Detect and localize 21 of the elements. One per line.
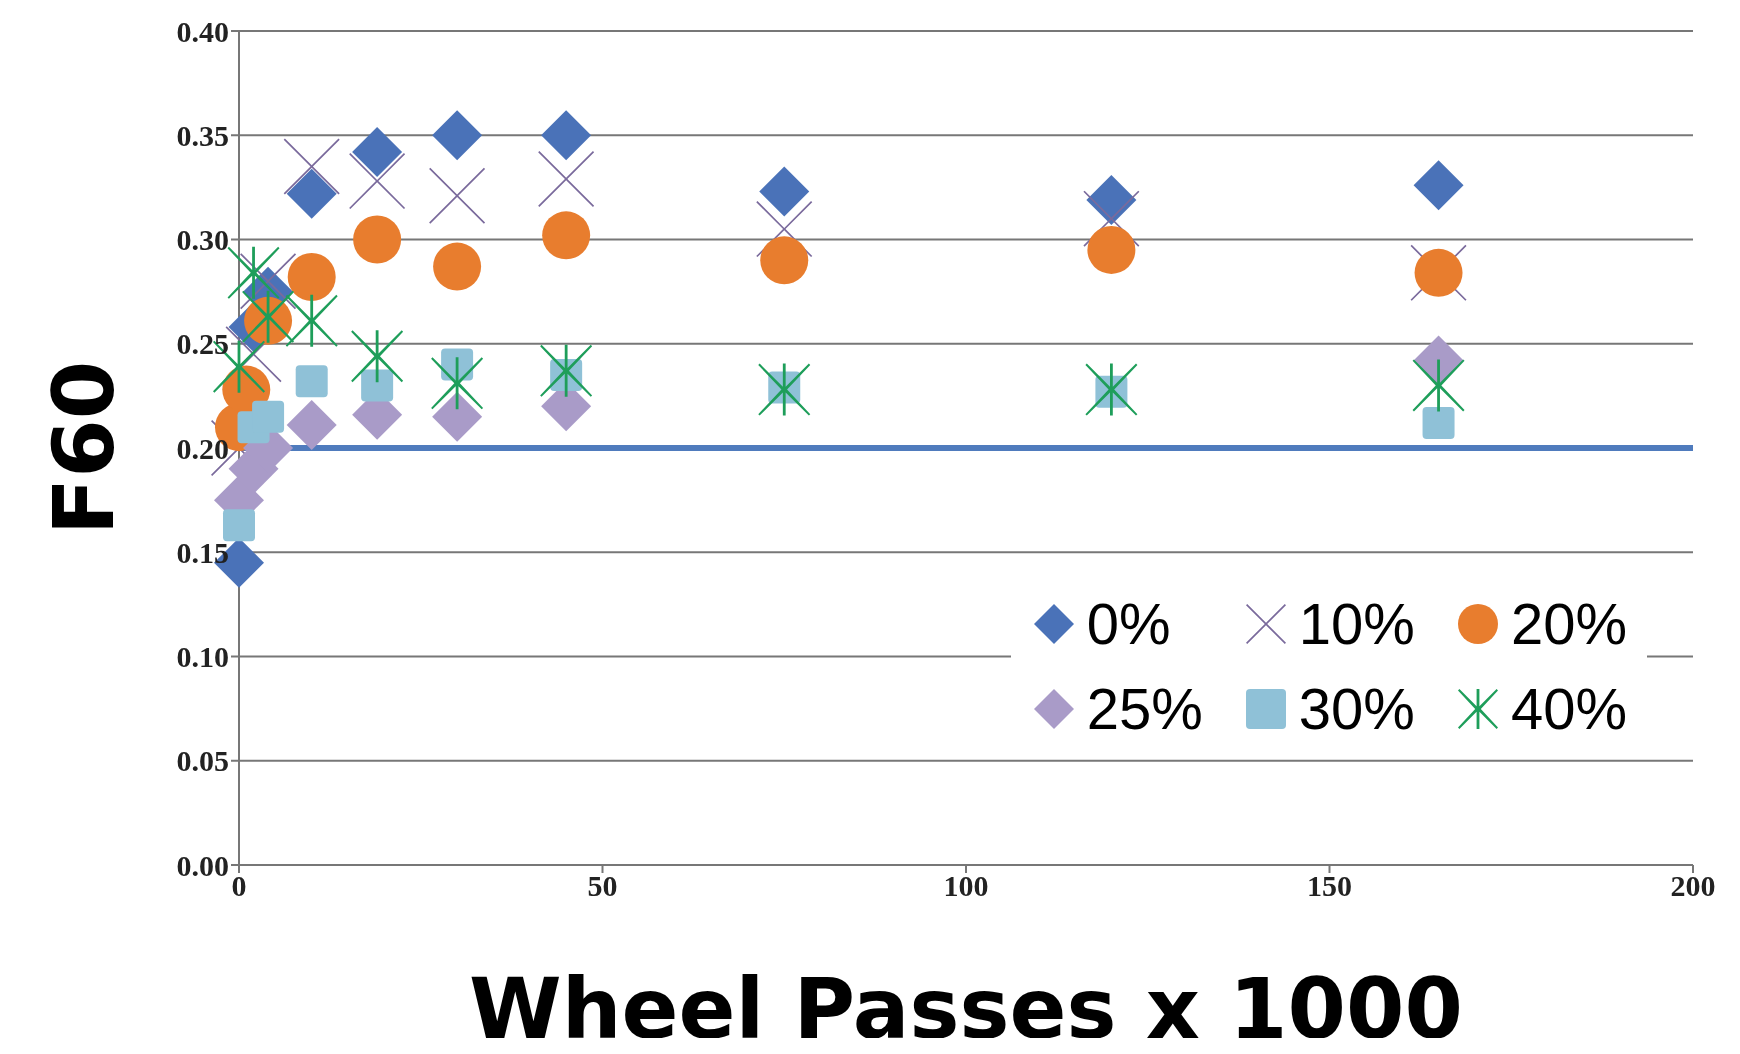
legend-label: 25% bbox=[1086, 675, 1203, 742]
legend-label: 20% bbox=[1510, 590, 1627, 657]
y-tick-label: 0.35 bbox=[176, 118, 229, 152]
y-tick-label: 0.20 bbox=[176, 431, 229, 465]
legend-label: 0% bbox=[1086, 590, 1171, 657]
y-tick-label: 0.25 bbox=[176, 327, 229, 361]
x-tick-label: 50 bbox=[587, 869, 618, 903]
y-tick-label: 0.00 bbox=[176, 848, 229, 882]
y-tick-label: 0.15 bbox=[176, 535, 229, 569]
x-tick-label: 0 bbox=[231, 869, 247, 903]
y-tick-label: 0.40 bbox=[176, 14, 229, 48]
legend-label: 30% bbox=[1298, 675, 1415, 742]
y-axis-title: F60 bbox=[34, 360, 133, 536]
legend-label: 40% bbox=[1510, 675, 1627, 742]
x-tick-label: 150 bbox=[1307, 869, 1352, 903]
x-tick-label: 200 bbox=[1670, 869, 1716, 903]
x-tick-label: 100 bbox=[943, 869, 989, 903]
y-tick-label: 0.30 bbox=[176, 223, 229, 257]
y-tick-label: 0.10 bbox=[176, 640, 229, 674]
legend-label: 10% bbox=[1298, 590, 1415, 657]
y-tick-label: 0.05 bbox=[176, 744, 229, 778]
